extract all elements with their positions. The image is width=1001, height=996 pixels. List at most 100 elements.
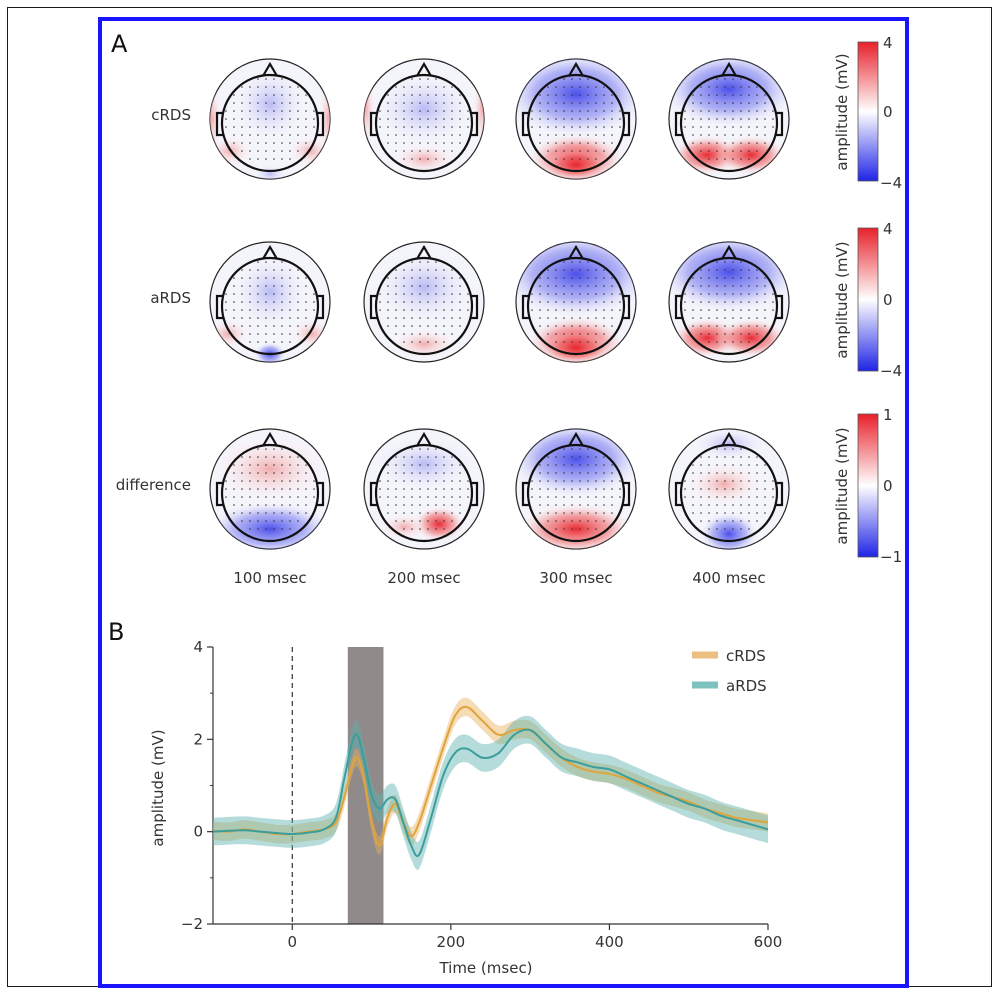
head-outline bbox=[220, 443, 320, 543]
x-tick-label: 600 bbox=[754, 933, 783, 951]
right-ear bbox=[776, 294, 784, 320]
nose-mark bbox=[721, 61, 737, 77]
y-tick-label: 4 bbox=[193, 638, 203, 656]
left-ear bbox=[369, 294, 377, 320]
left-ear bbox=[215, 481, 223, 507]
left-ear bbox=[369, 481, 377, 507]
colorbar-crds-tick-max: 4 bbox=[883, 34, 893, 52]
colorbar-difference-label: amplitude (mV) bbox=[833, 427, 851, 544]
x-tick-label: 400 bbox=[595, 933, 624, 951]
topomap bbox=[515, 241, 637, 363]
left-ear bbox=[674, 111, 682, 137]
head-outline bbox=[220, 73, 320, 173]
right-ear bbox=[776, 481, 784, 507]
nose-mark bbox=[416, 244, 432, 260]
left-ear bbox=[369, 111, 377, 137]
colorbar-difference: 1 0 −1 amplitude (mV) bbox=[833, 406, 902, 566]
band-ards bbox=[213, 715, 768, 870]
nose-mark bbox=[568, 244, 584, 260]
time-label-300: 300 msec bbox=[539, 569, 612, 587]
nose-mark bbox=[262, 431, 278, 447]
head-outline bbox=[679, 443, 779, 543]
head-outline bbox=[679, 73, 779, 173]
nose-mark bbox=[721, 244, 737, 260]
topomap bbox=[515, 428, 637, 550]
right-ear bbox=[623, 294, 631, 320]
nose-mark bbox=[568, 61, 584, 77]
right-ear bbox=[623, 481, 631, 507]
series-line-ards bbox=[212, 728, 769, 858]
y-axis-label: amplitude (mV) bbox=[149, 729, 167, 846]
topomap bbox=[363, 58, 485, 180]
x-tick-label: 0 bbox=[288, 933, 298, 951]
y-tick-label: 2 bbox=[193, 730, 203, 748]
topomap bbox=[668, 58, 790, 180]
left-ear bbox=[674, 294, 682, 320]
right-ear bbox=[471, 111, 479, 137]
head-outline bbox=[526, 73, 626, 173]
time-label-200: 200 msec bbox=[387, 569, 460, 587]
head-outline bbox=[679, 256, 779, 356]
topomap bbox=[515, 58, 637, 180]
head-outline bbox=[526, 256, 626, 356]
topomap bbox=[209, 428, 331, 550]
nose-mark bbox=[262, 244, 278, 260]
time-label-100: 100 msec bbox=[233, 569, 306, 587]
left-ear bbox=[521, 294, 529, 320]
topomap-grid bbox=[209, 58, 790, 550]
nose-mark bbox=[416, 61, 432, 77]
colorbar-crds-tick-min: −4 bbox=[880, 174, 902, 192]
topomap bbox=[363, 241, 485, 363]
right-ear bbox=[623, 111, 631, 137]
figure-highlight-border bbox=[98, 17, 909, 988]
left-ear bbox=[674, 481, 682, 507]
row-label-difference: difference bbox=[116, 476, 191, 494]
colorbar-ards: 4 0 −4 amplitude (mV) bbox=[833, 220, 902, 380]
topomap bbox=[668, 241, 790, 363]
colorbar-difference-tick-max: 1 bbox=[883, 406, 893, 424]
head-outline bbox=[374, 443, 474, 543]
erp-line-chart: 0 200 400 600 −2 0 2 4 bbox=[181, 638, 782, 951]
colorbar-crds-tick-zero: 0 bbox=[883, 103, 893, 121]
legend: cRDS aRDS bbox=[692, 647, 767, 695]
colorbar-ards-tick-min: −4 bbox=[880, 362, 902, 380]
right-ear bbox=[317, 111, 325, 137]
x-axis-label: Time (msec) bbox=[438, 959, 532, 977]
colorbar-difference-tick-zero: 0 bbox=[883, 477, 893, 495]
colorbar-ards-label: amplitude (mV) bbox=[833, 241, 851, 358]
legend-label-ards: aRDS bbox=[726, 677, 767, 695]
panel-a-letter: A bbox=[111, 30, 128, 58]
colorbar-crds-label: amplitude (mV) bbox=[833, 53, 851, 170]
time-label-400: 400 msec bbox=[692, 569, 765, 587]
y-tick-label: −2 bbox=[181, 915, 203, 933]
colorbar-ards-tick-zero: 0 bbox=[883, 291, 893, 309]
topomap bbox=[668, 428, 790, 550]
left-ear bbox=[521, 481, 529, 507]
panel-b-letter: B bbox=[108, 618, 124, 646]
right-ear bbox=[471, 294, 479, 320]
nose-mark bbox=[721, 431, 737, 447]
right-ear bbox=[471, 481, 479, 507]
head-outline bbox=[220, 256, 320, 356]
right-ear bbox=[776, 111, 784, 137]
nose-mark bbox=[568, 431, 584, 447]
right-ear bbox=[317, 294, 325, 320]
x-tick-label: 200 bbox=[437, 933, 466, 951]
nose-mark bbox=[416, 431, 432, 447]
row-label-ards: aRDS bbox=[150, 289, 191, 307]
colorbar-crds: 4 0 −4 amplitude (mV) bbox=[833, 34, 902, 192]
topomap bbox=[209, 58, 331, 180]
left-ear bbox=[521, 111, 529, 137]
y-tick-label: 0 bbox=[193, 823, 203, 841]
row-label-crds: cRDS bbox=[151, 106, 191, 124]
topomap bbox=[209, 241, 331, 363]
head-outline bbox=[374, 73, 474, 173]
nose-mark bbox=[262, 61, 278, 77]
colorbar-difference-tick-min: −1 bbox=[880, 548, 902, 566]
left-ear bbox=[215, 111, 223, 137]
head-outline bbox=[526, 443, 626, 543]
topomap bbox=[363, 428, 485, 550]
head-outline bbox=[374, 256, 474, 356]
left-ear bbox=[215, 294, 223, 320]
